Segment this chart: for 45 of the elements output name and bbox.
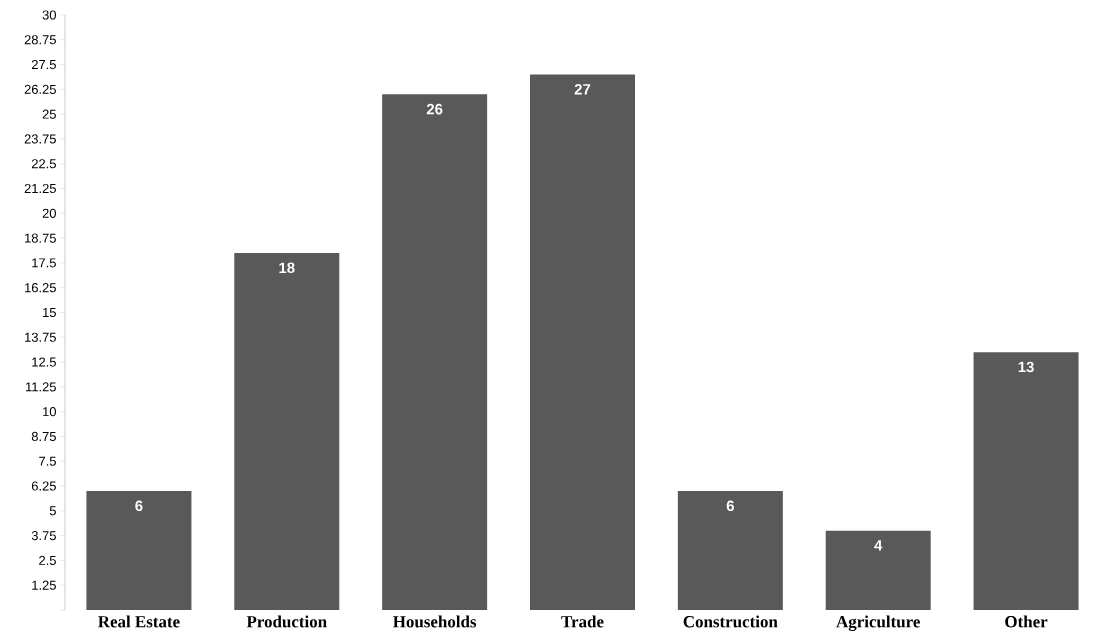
- x-tick-label: Agriculture: [836, 615, 920, 631]
- y-tick-label: 21.25: [24, 183, 56, 194]
- y-tick-label: 1.25: [32, 580, 56, 590]
- bar: [382, 94, 488, 610]
- bar: [825, 530, 931, 610]
- y-tick-label: 30: [42, 10, 56, 20]
- data-label: 4: [874, 540, 883, 551]
- bar: [973, 352, 1079, 610]
- y-tick-label: 2.5: [39, 555, 56, 565]
- y-tick-label: 17.5: [32, 258, 56, 268]
- bar: [529, 74, 635, 610]
- y-tick-label: 7.5: [39, 456, 56, 466]
- y-tick-label: 25: [42, 109, 56, 119]
- y-tick-label: 6.25: [31, 481, 56, 491]
- y-tick-label: 13.75: [25, 332, 56, 342]
- y-tick-label: 20: [42, 208, 56, 218]
- y-tick-label: 16.25: [25, 283, 56, 293]
- y-tick-label: 22.5: [31, 159, 56, 169]
- y-tick-label: 12.5: [32, 357, 56, 367]
- y-tick-label: 8.75: [31, 431, 56, 442]
- x-tick-label: Households: [393, 615, 477, 628]
- y-tick-label: 18.75: [25, 233, 56, 243]
- data-label: 27: [574, 84, 591, 95]
- y-tick-label: 23.75: [24, 134, 56, 144]
- y-tick-label: 26.25: [24, 84, 56, 94]
- data-label: 6: [135, 500, 143, 512]
- y-tick-label: 15: [43, 307, 56, 317]
- data-label: 13: [1018, 361, 1034, 373]
- data-label: 18: [279, 262, 295, 274]
- x-tick-label: Other: [1005, 615, 1048, 628]
- x-tick-label: Real Estate: [98, 615, 180, 628]
- x-tick-label: Production: [246, 615, 327, 628]
- y-tick-label: 28.75: [24, 35, 56, 45]
- bar: [234, 252, 340, 610]
- data-label: 6: [726, 500, 734, 512]
- x-tick-label: Trade: [561, 615, 604, 628]
- y-tick-label: 11.25: [26, 382, 56, 392]
- y-tick-label: 5: [49, 506, 56, 516]
- y-tick-label: 3.75: [31, 531, 56, 541]
- bar: [677, 490, 783, 610]
- y-tick-label: 27.5: [31, 59, 56, 70]
- y-tick-label: 10: [43, 407, 56, 417]
- data-label: 26: [426, 103, 443, 115]
- x-tick-label: Construction: [683, 615, 778, 628]
- bar: [86, 490, 192, 610]
